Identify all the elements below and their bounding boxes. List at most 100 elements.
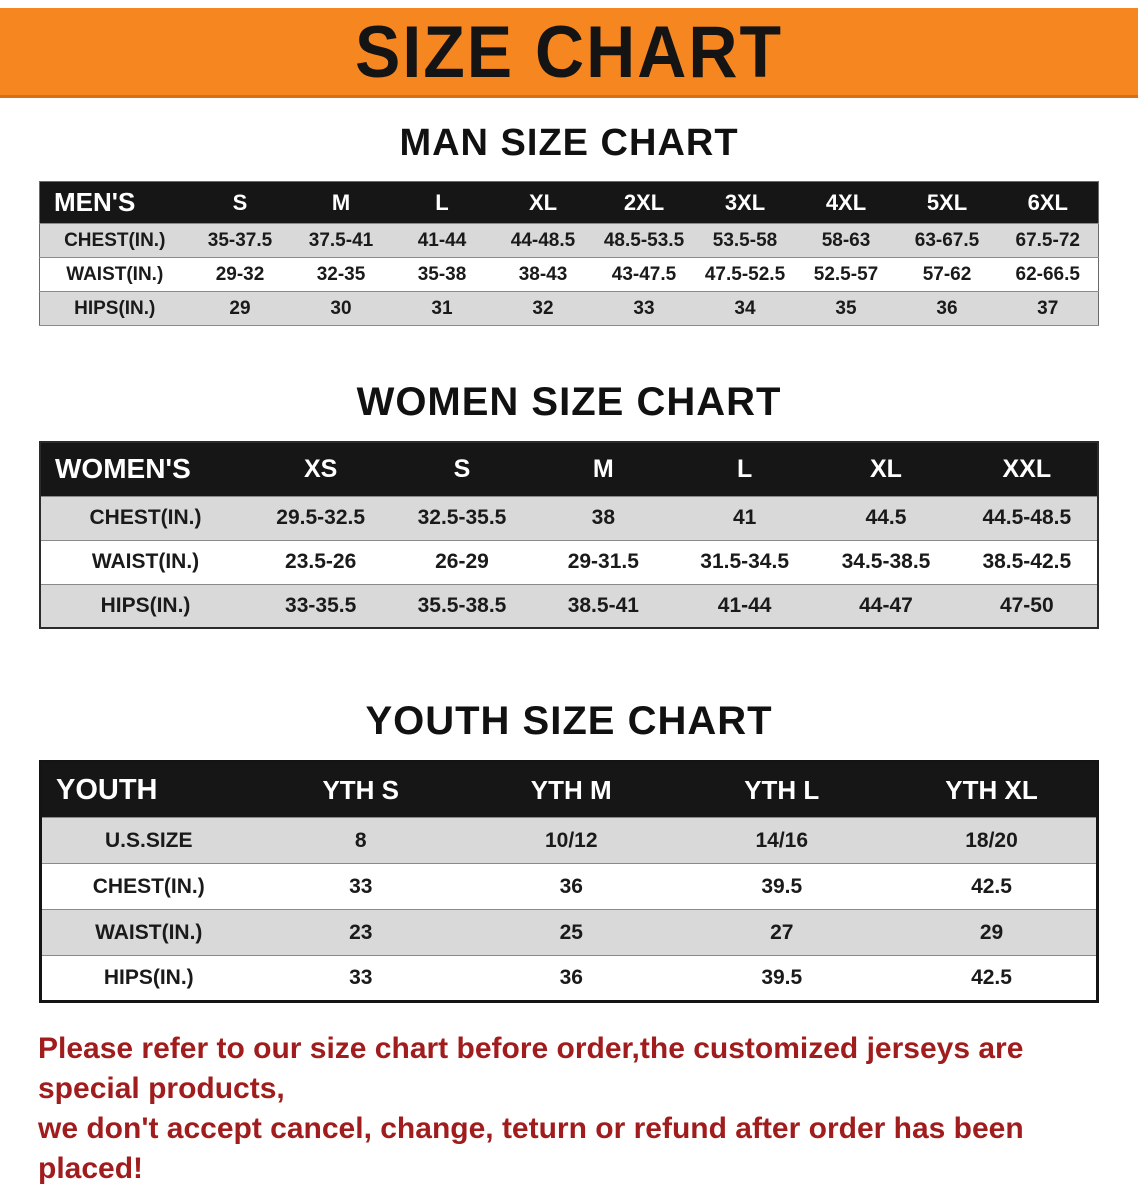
- page-title: SIZE CHART: [355, 10, 783, 93]
- row-label: WAIST(IN.): [95, 920, 203, 944]
- row-label: CHEST(IN.): [64, 229, 166, 251]
- title-banner: SIZE CHART: [0, 8, 1138, 98]
- size-value: 38: [591, 506, 615, 529]
- size-value: 29-32: [215, 263, 265, 285]
- size-value: 36: [559, 966, 583, 989]
- size-value: 38.5-41: [567, 593, 639, 617]
- size-column-header: 6XL: [997, 181, 1099, 224]
- size-value: 10/12: [544, 828, 598, 852]
- table-title-cell: WOMEN'S: [40, 442, 250, 496]
- men-size-table: MEN'S S M L XL 2XL 3XL 4XL 5XL 6XL CHEST(IN.) 35-37…: [39, 181, 1099, 326]
- size-column-header: XXL: [956, 442, 1098, 496]
- size-value: 63-67.5: [914, 229, 980, 251]
- table-row: WAIST(IN.) 29-32 32-35 35-38 38-43 43-47.5 47.…: [39, 257, 1099, 292]
- size-column-header: 5XL: [896, 181, 998, 224]
- size-chart-page: SIZE CHART MAN SIZE CHART MEN'S S M L XL 2XL 3…: [0, 8, 1138, 1185]
- size-value: 36: [936, 297, 958, 319]
- size-value: 41: [732, 506, 757, 529]
- table-header-row: YOUTH YTH S YTH M YTH L YTH XL: [40, 761, 1098, 818]
- row-label: HIPS(IN.): [100, 593, 191, 617]
- size-value: 32-35: [316, 263, 366, 285]
- size-value: 44-47: [859, 593, 913, 617]
- size-value: 33: [349, 966, 373, 989]
- women-size-table: WOMEN'S XS S M L XL XXL CHEST(IN.) 29.5-32.5 32.5…: [39, 441, 1099, 629]
- size-column-header: S: [391, 442, 533, 496]
- size-value: 52.5-57: [813, 263, 879, 285]
- table-row: HIPS(IN.) 33-35.5 35.5-38.5 38.5-41 41-44 44-…: [40, 584, 1098, 628]
- size-value: 35-37.5: [207, 229, 273, 251]
- size-value: 14/16: [755, 828, 809, 852]
- youth-section-heading: YOUTH SIZE CHART: [365, 699, 773, 743]
- size-value: 26-29: [435, 550, 489, 573]
- table-title-cell: MEN'S: [39, 181, 190, 224]
- row-label: CHEST(IN.): [92, 874, 205, 898]
- size-value: 32.5-35.5: [417, 506, 507, 529]
- size-value: 29: [229, 297, 251, 319]
- size-column-header: M: [532, 442, 674, 496]
- size-value: 41-44: [417, 229, 467, 251]
- size-value: 43-47.5: [611, 263, 677, 285]
- size-value: 23: [349, 920, 373, 944]
- size-column-header: YTH S: [255, 761, 466, 818]
- size-value: 39.5: [761, 966, 803, 989]
- size-column-header: L: [673, 442, 816, 496]
- size-value: 42.5: [971, 874, 1012, 898]
- size-value: 29-31.5: [567, 550, 639, 573]
- man-size-chart-section: MAN SIZE CHART MEN'S S M L XL 2XL 3XL 4XL 5XL 6XL…: [0, 122, 1138, 326]
- table-header-row: WOMEN'S XS S M L XL XXL: [40, 442, 1098, 496]
- size-column-header: 3XL: [694, 181, 796, 224]
- size-value: 8: [354, 828, 367, 852]
- size-value: 37: [1037, 297, 1059, 319]
- order-notice: Please refer to our size chart before or…: [38, 1029, 1120, 1189]
- table-title-cell: YOUTH: [40, 761, 256, 818]
- row-label: WAIST(IN.): [66, 263, 164, 285]
- table-row: CHEST(IN.) 35-37.5 37.5-41 41-44 44-48.5 48.5…: [39, 223, 1099, 258]
- size-value: 67.5-72: [1015, 229, 1080, 251]
- table-row: CHEST(IN.) 29.5-32.5 32.5-35.5 38 41 44.5 44.5…: [40, 496, 1098, 540]
- size-value: 44-48.5: [510, 229, 576, 251]
- size-value: 47.5-52.5: [704, 263, 786, 285]
- size-column-header: XL: [815, 442, 957, 496]
- size-value: 42.5: [971, 966, 1012, 989]
- size-value: 47-50: [999, 593, 1054, 617]
- size-value: 18/20: [965, 828, 1018, 852]
- size-value: 33-35.5: [285, 593, 357, 617]
- size-value: 30: [330, 297, 352, 319]
- size-value: 44.5-48.5: [982, 506, 1072, 529]
- size-value: 34.5-38.5: [841, 550, 931, 573]
- size-column-header: S: [189, 181, 291, 224]
- notice-line-1: Please refer to our size chart before or…: [38, 1032, 1024, 1105]
- women-section-heading: WOMEN SIZE CHART: [356, 380, 782, 424]
- size-column-header: 4XL: [795, 181, 897, 224]
- table-row: WAIST(IN.) 23 25 27 29: [40, 909, 1098, 956]
- size-value: 62-66.5: [1015, 263, 1080, 285]
- size-value: 35: [835, 297, 857, 319]
- size-value: 25: [559, 920, 583, 944]
- size-value: 35.5-38.5: [417, 593, 507, 617]
- size-value: 53.5-58: [712, 229, 778, 251]
- row-label: WAIST(IN.): [91, 550, 200, 573]
- size-column-header: XL: [492, 181, 594, 224]
- size-value: 27: [770, 920, 794, 944]
- youth-size-table: YOUTH YTH S YTH M YTH L YTH XL U.S.SIZE 8 10/12…: [39, 760, 1099, 1003]
- youth-size-chart-section: YOUTH SIZE CHART YOUTH YTH S YTH M YTH L YTH…: [0, 699, 1138, 1003]
- size-column-header: 2XL: [593, 181, 695, 224]
- man-section-heading: MAN SIZE CHART: [399, 122, 739, 164]
- size-value: 48.5-53.5: [603, 229, 685, 251]
- size-value: 29.5-32.5: [276, 506, 366, 529]
- table-header-row: MEN'S S M L XL 2XL 3XL 4XL 5XL 6XL: [39, 181, 1099, 224]
- size-value: 38-43: [518, 263, 568, 285]
- size-value: 36: [559, 874, 583, 898]
- size-value: 39.5: [761, 874, 803, 898]
- size-value: 58-63: [821, 229, 871, 251]
- row-label: HIPS(IN.): [103, 966, 194, 989]
- size-column-header: XS: [250, 442, 392, 496]
- row-label: CHEST(IN.): [89, 506, 202, 529]
- table-row: CHEST(IN.) 33 36 39.5 42.5: [40, 863, 1098, 910]
- table-row: U.S.SIZE 8 10/12 14/16 18/20: [40, 817, 1098, 864]
- size-column-header: L: [391, 181, 493, 224]
- size-value: 34: [734, 297, 756, 319]
- size-column-header: YTH M: [466, 761, 677, 818]
- table-row: HIPS(IN.) 33 36 39.5 42.5: [40, 955, 1098, 1002]
- size-column-header: M: [290, 181, 392, 224]
